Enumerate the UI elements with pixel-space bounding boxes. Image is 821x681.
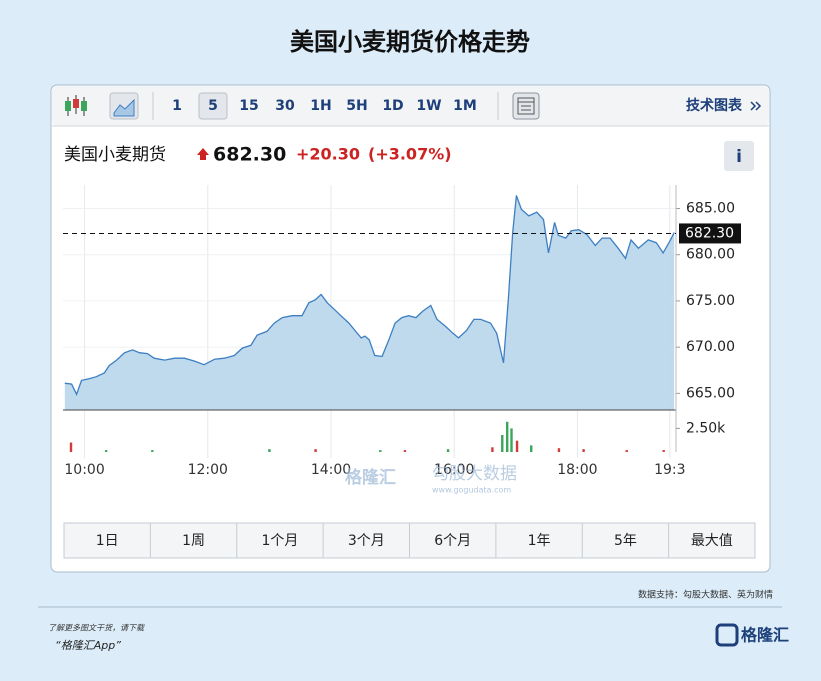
toolbar xyxy=(52,86,769,126)
volume-bar xyxy=(379,450,382,452)
range-button[interactable]: 最大值 xyxy=(691,533,733,549)
watermark: 勾股大数据 xyxy=(432,464,517,484)
app-name: “格隆汇App” xyxy=(55,639,121,652)
chart: 10:00 12:00 14:00 16:00 18:00 19:3 665.00 670.0… xyxy=(63,185,741,495)
logo-text: 格隆汇 xyxy=(741,626,789,645)
last-price-label: 682.30 xyxy=(685,225,734,241)
x-tick-label: 18:00 xyxy=(557,462,597,478)
volume-bar xyxy=(268,449,271,452)
interval-button[interactable]: 1D xyxy=(382,98,403,114)
interval-button[interactable]: 1H xyxy=(310,98,331,114)
info-icon: i xyxy=(736,147,742,167)
interval-button[interactable]: 1 xyxy=(172,98,182,114)
tech-chart-link[interactable]: 技术图表 xyxy=(686,97,743,114)
volume-bar xyxy=(582,449,585,452)
volume-bar xyxy=(510,428,513,452)
x-tick-label: 10:00 xyxy=(64,462,104,478)
volume-bar xyxy=(314,449,317,452)
volume-bar xyxy=(557,448,561,452)
x-tick-label: 14:00 xyxy=(311,462,351,478)
quote-change-pct: (+3.07%) xyxy=(368,145,452,164)
interval-button[interactable]: 1M xyxy=(453,98,477,114)
interval-button[interactable]: 30 xyxy=(275,98,295,114)
table-icon[interactable] xyxy=(512,92,540,120)
range-button[interactable]: 1周 xyxy=(182,533,205,549)
interval-button[interactable]: 15 xyxy=(239,98,258,114)
volume-bar xyxy=(69,442,73,452)
volume-bar xyxy=(104,450,108,452)
range-button[interactable]: 1日 xyxy=(96,533,119,549)
range-button[interactable]: 1个月 xyxy=(261,533,298,549)
x-tick-label: 16:00 xyxy=(434,462,474,478)
volume-bar xyxy=(151,450,154,452)
y-tick-label: 670.00 xyxy=(686,339,735,355)
y-tick-label: 680.00 xyxy=(686,247,735,263)
chevron-icon xyxy=(750,101,762,111)
volume-bar xyxy=(530,445,533,452)
promo: 了解更多图文干货，请下载 xyxy=(48,624,145,633)
volume-bar xyxy=(505,421,509,452)
volume-bar xyxy=(662,450,665,452)
volume-bar xyxy=(625,450,628,452)
page-title: 美国小麦期货价格走势 xyxy=(290,28,530,56)
volume-bar xyxy=(403,450,407,452)
watermark: www.gogudata.com xyxy=(432,486,511,495)
volume-tick-label: 2.50k xyxy=(686,420,726,436)
logo-mark xyxy=(715,623,739,647)
interval-button[interactable]: 5H xyxy=(346,98,367,114)
range-button[interactable]: 1年 xyxy=(528,533,551,549)
source: 数据支持：勾股大数据、英为财情 xyxy=(638,589,773,601)
last-price-box xyxy=(679,223,741,244)
y-tick-label: 685.00 xyxy=(686,200,735,216)
watermark: 格隆汇 xyxy=(345,467,396,488)
volume-bar xyxy=(501,435,504,452)
info-button[interactable] xyxy=(724,141,754,171)
quote-change: +20.30 xyxy=(296,145,360,164)
range-button[interactable]: 3个月 xyxy=(348,533,385,549)
range-button[interactable]: 5年 xyxy=(614,533,637,549)
interval-button[interactable]: 1W xyxy=(416,98,441,114)
range-button[interactable]: 6个月 xyxy=(434,533,471,549)
quote-name: 美国小麦期货 xyxy=(64,145,166,165)
price-line xyxy=(64,195,675,396)
up-arrow xyxy=(197,148,209,160)
volume-bar xyxy=(446,449,450,452)
volume-bar xyxy=(515,440,519,452)
area xyxy=(64,195,675,410)
candle-icon[interactable] xyxy=(65,95,87,116)
x-tick-label: 19:3 xyxy=(654,462,685,478)
quote-price: 682.30 xyxy=(213,144,286,166)
y-tick-label: 665.00 xyxy=(686,385,735,401)
y-tick-label: 675.00 xyxy=(686,293,735,309)
x-tick-label: 12:00 xyxy=(188,462,228,478)
active-interval xyxy=(198,92,228,120)
line-icon[interactable] xyxy=(109,92,139,120)
interval-button[interactable]: 5 xyxy=(208,98,218,114)
volume-bar xyxy=(491,447,494,452)
